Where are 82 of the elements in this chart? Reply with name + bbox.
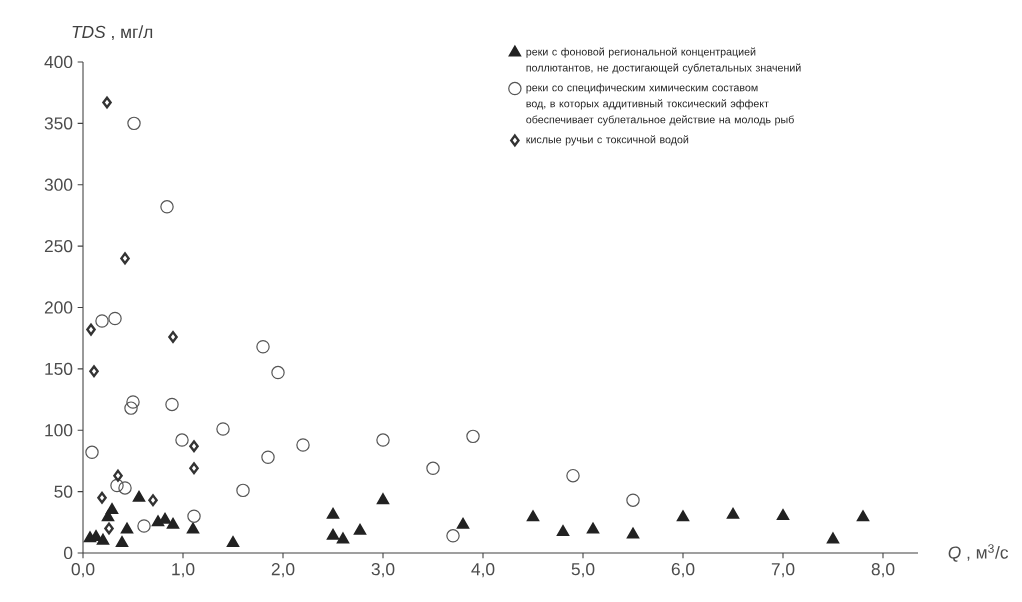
point	[261, 450, 275, 464]
x-tick-label: 6,0	[671, 563, 695, 578]
point	[189, 462, 199, 475]
y-tick-label: 50	[54, 485, 73, 498]
point	[326, 528, 340, 540]
point	[676, 510, 690, 522]
point	[102, 96, 112, 109]
point	[856, 510, 870, 522]
x-tick-label: 7,0	[771, 563, 795, 578]
point	[168, 330, 178, 343]
y-tick-label: 250	[44, 239, 73, 253]
point	[336, 532, 350, 544]
point	[86, 323, 96, 336]
point	[101, 510, 115, 522]
point	[526, 510, 540, 522]
x-tick-label: 3,0	[371, 563, 395, 578]
point	[226, 536, 240, 548]
point	[85, 445, 99, 460]
point	[89, 365, 99, 378]
point	[271, 365, 285, 380]
point	[776, 509, 790, 521]
point	[376, 493, 390, 505]
x-tick-label: 0,0	[71, 563, 95, 578]
point	[189, 440, 199, 453]
point	[115, 536, 129, 548]
point	[113, 469, 123, 482]
point	[216, 422, 230, 436]
point	[124, 401, 138, 415]
x-tick-label: 4,0	[471, 563, 495, 578]
point	[165, 397, 179, 412]
point	[175, 433, 189, 447]
point	[126, 395, 140, 409]
point	[376, 433, 390, 447]
point	[108, 311, 122, 326]
point	[127, 116, 141, 131]
point	[466, 429, 480, 444]
y-axis-title: TDS , мг/л	[72, 25, 153, 41]
point	[160, 200, 174, 214]
point	[296, 438, 310, 452]
point	[132, 490, 146, 502]
point	[110, 478, 124, 493]
y-tick-label: 100	[45, 424, 73, 437]
point	[586, 522, 600, 534]
x-axis-title: Q , м$^{3}$/с	[948, 544, 1009, 562]
point	[166, 517, 180, 529]
x-tick-label: 5,0	[571, 563, 595, 578]
point	[626, 527, 640, 539]
y-tick-label: 200	[44, 301, 73, 314]
x-tick-label: 8,0	[871, 563, 895, 578]
point	[326, 507, 340, 519]
point	[236, 483, 250, 498]
point	[95, 314, 109, 328]
point	[186, 522, 200, 534]
point	[826, 532, 840, 544]
point	[426, 461, 440, 476]
point	[137, 519, 151, 533]
point	[148, 494, 158, 507]
point	[187, 509, 201, 523]
point	[446, 529, 460, 543]
point	[566, 468, 580, 483]
point	[96, 533, 110, 545]
point	[105, 503, 119, 514]
point	[158, 512, 172, 524]
point	[626, 493, 640, 507]
y-tick-label: 150	[45, 362, 73, 375]
point	[456, 517, 470, 529]
y-tick-label: 0	[63, 546, 73, 560]
legend-label: кислые ручьи с токсичной водой	[526, 135, 689, 146]
x-tick-label: 2,0	[271, 563, 295, 578]
point	[104, 522, 114, 535]
point	[120, 252, 130, 265]
x-tick-label: 1,0	[172, 563, 195, 578]
point	[256, 340, 270, 354]
y-tick-label: 350	[44, 117, 73, 130]
y-tick-label: 300	[44, 178, 73, 191]
y-tick-label: 400	[44, 55, 73, 69]
point	[353, 523, 367, 535]
point	[120, 522, 134, 534]
point	[556, 525, 570, 537]
point	[97, 491, 107, 504]
point	[118, 481, 132, 495]
point	[726, 507, 740, 519]
